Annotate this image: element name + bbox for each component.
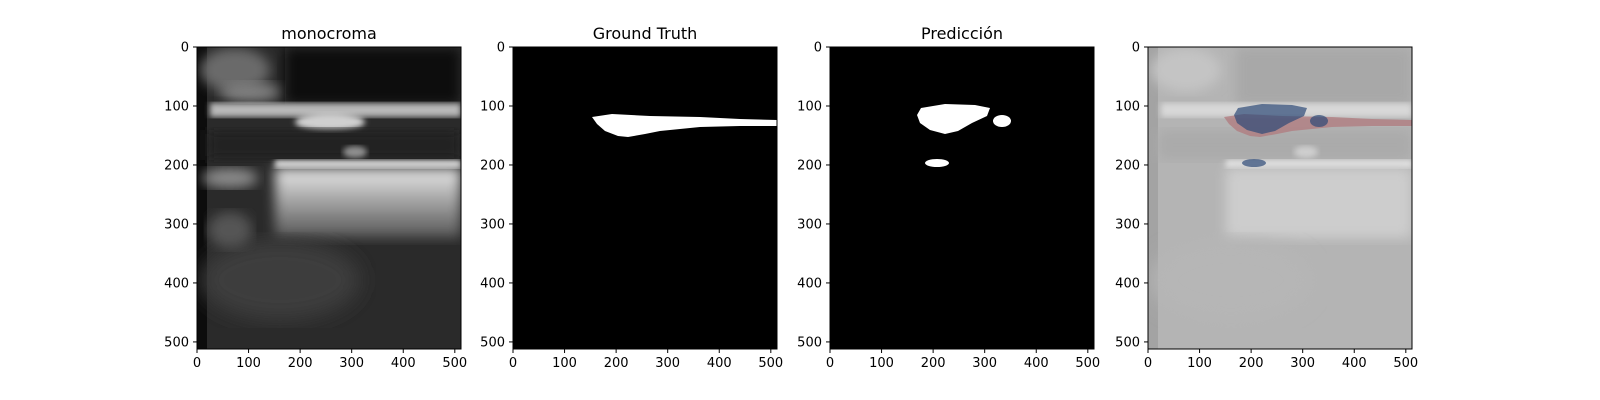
y-tick-label: 300 [1115, 217, 1140, 232]
y-tick-label: 300 [164, 217, 189, 232]
mask-background [830, 47, 1094, 349]
x-tick-label: 400 [1342, 356, 1367, 371]
y-tick-label: 0 [814, 41, 822, 56]
plot-frame [512, 46, 778, 350]
plot-frame [1147, 46, 1413, 350]
y-tick-label: 200 [797, 158, 822, 173]
x-tick-label: 0 [1144, 356, 1152, 371]
panel-title-ground-truth: Ground Truth [593, 24, 698, 43]
y-axis: 0 100 200 300 400 500 [797, 41, 830, 350]
y-tick-label: 400 [797, 276, 822, 291]
y-tick-label: 400 [1115, 276, 1140, 291]
y-tick-label: 200 [164, 158, 189, 173]
y-tick-label: 100 [797, 99, 822, 114]
y-tick-label: 0 [1132, 41, 1140, 56]
y-tick-label: 0 [497, 41, 505, 56]
ultrasound-panel: monocroma 0 100 200 300 400 500 0 100 200 300 [164, 24, 467, 371]
x-axis: 0 100 200 300 400 500 [509, 349, 783, 371]
x-tick-label: 500 [442, 356, 467, 371]
y-tick-label: 500 [480, 335, 505, 350]
y-tick-label: 400 [480, 276, 505, 291]
x-tick-label: 100 [869, 356, 894, 371]
y-tick-label: 500 [164, 335, 189, 350]
y-tick-label: 0 [181, 41, 189, 56]
y-tick-label: 400 [164, 276, 189, 291]
y-tick-label: 300 [797, 217, 822, 232]
overlay-prediction [1234, 104, 1328, 167]
x-tick-label: 200 [604, 356, 629, 371]
ground-truth-panel: Ground Truth 0 100 200 300 400 500 0 100 200 300… [480, 24, 783, 371]
ultrasound-image [197, 47, 461, 349]
y-tick-label: 300 [480, 217, 505, 232]
y-tick-label: 500 [797, 335, 822, 350]
x-tick-label: 300 [655, 356, 680, 371]
x-axis: 0 100 200 300 400 500 [1144, 349, 1418, 371]
x-tick-label: 100 [236, 356, 261, 371]
plot-frame [196, 46, 462, 350]
x-axis: 0 100 200 300 400 500 [193, 349, 467, 371]
panel-title-monocroma: monocroma [281, 24, 377, 43]
x-tick-label: 200 [921, 356, 946, 371]
y-tick-label: 500 [1115, 335, 1140, 350]
y-tick-label: 100 [480, 99, 505, 114]
plot-frame [829, 46, 1095, 350]
x-tick-label: 100 [1187, 356, 1212, 371]
overlay-image [1148, 47, 1412, 349]
ground-truth-mask [592, 114, 777, 137]
prediction-mask [917, 104, 1011, 167]
x-tick-label: 400 [1024, 356, 1049, 371]
y-tick-label: 100 [164, 99, 189, 114]
overlay-panel: 0 100 200 300 400 500 0 100 200 300 400 500 [1115, 41, 1418, 372]
x-tick-label: 100 [552, 356, 577, 371]
mask-background [513, 47, 777, 349]
x-tick-label: 0 [193, 356, 201, 371]
y-tick-label: 100 [1115, 99, 1140, 114]
x-tick-label: 400 [391, 356, 416, 371]
panel-title-prediccion: Predicción [921, 24, 1003, 43]
y-axis: 0 100 200 300 400 500 [480, 41, 513, 350]
x-tick-label: 0 [509, 356, 517, 371]
y-tick-label: 200 [480, 158, 505, 173]
x-axis: 0 100 200 300 400 500 [826, 349, 1100, 371]
x-tick-label: 300 [339, 356, 364, 371]
x-tick-label: 300 [1290, 356, 1315, 371]
x-tick-label: 200 [288, 356, 313, 371]
y-axis: 0 100 200 300 400 500 [1115, 41, 1148, 350]
x-tick-label: 400 [707, 356, 732, 371]
x-tick-label: 0 [826, 356, 834, 371]
x-tick-label: 500 [1075, 356, 1100, 371]
prediction-panel: Predicción 0 100 200 300 400 500 0 100 200 300 40… [797, 24, 1100, 371]
x-tick-label: 300 [972, 356, 997, 371]
y-axis: 0 100 200 300 400 500 [164, 41, 197, 350]
y-tick-label: 200 [1115, 158, 1140, 173]
x-tick-label: 500 [758, 356, 783, 371]
x-tick-label: 200 [1239, 356, 1264, 371]
x-tick-label: 500 [1393, 356, 1418, 371]
